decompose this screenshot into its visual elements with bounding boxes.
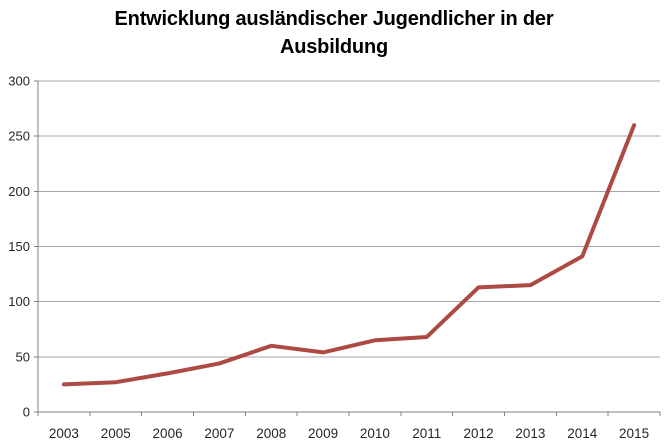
x-axis-tick-label: 2015	[619, 426, 649, 441]
x-axis-tick-label: 2009	[308, 426, 338, 441]
y-axis-tick-label: 0	[23, 405, 30, 420]
y-axis-tick-label: 50	[16, 349, 30, 364]
x-axis-tick-label: 2003	[49, 426, 79, 441]
data-line-series	[61, 123, 637, 387]
chart-title-line-1: Entwicklung ausländischer Jugendlicher i…	[114, 8, 554, 30]
x-axis-tick-label: 2013	[515, 426, 545, 441]
chart-title-line-2: Ausbildung	[280, 36, 388, 58]
y-axis-tick-label: 200	[8, 184, 30, 199]
x-axis-tick-label: 2006	[153, 426, 183, 441]
x-axis-tick-label: 2008	[256, 426, 286, 441]
x-axis-tick-label: 2005	[101, 426, 131, 441]
x-axis-tick-label: 2011	[412, 426, 441, 441]
y-axis-tick-label: 150	[8, 239, 30, 254]
x-axis-tick-label: 2010	[360, 426, 390, 441]
x-axis-tick-label: 2007	[204, 426, 234, 441]
x-axis-tick-label: 2012	[464, 426, 494, 441]
y-axis-tick-label: 300	[8, 74, 30, 89]
y-axis-tick-label: 250	[8, 129, 30, 144]
y-axis-tick-label: 100	[8, 294, 30, 309]
chart-title: Entwicklung ausländischer Jugendlicher i…	[0, 5, 668, 61]
x-axis-tick-label: 2014	[567, 426, 598, 441]
